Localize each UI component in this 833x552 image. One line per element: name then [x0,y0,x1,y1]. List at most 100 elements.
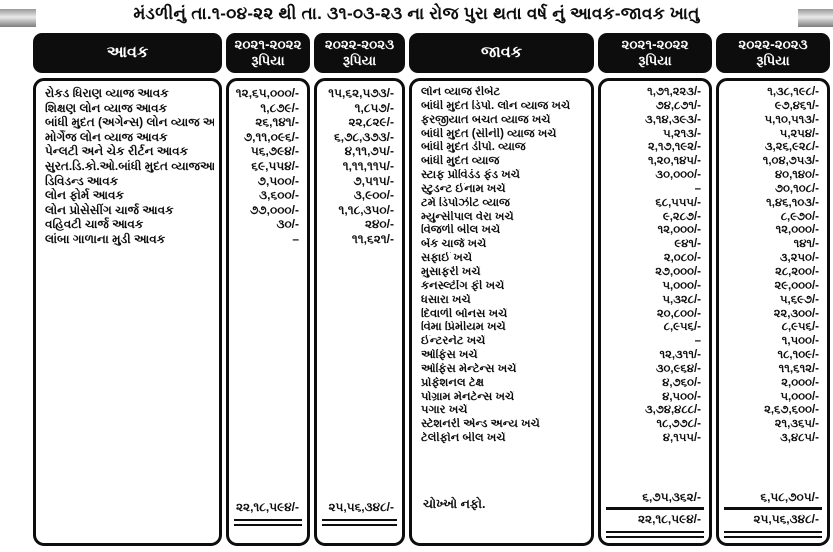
expense-value-2021: ૪,૭૬૦/- [662,376,701,389]
income-item-label: સુરત.ડિ.કો.ઓ.બાંધી મુદત વ્યાજઆવક [45,158,214,173]
expense-total-2021: ૨૨,૧૮,૫૯૪/- [638,512,701,526]
expense-value-2021: ૪,૫૦૦/- [662,390,701,403]
expense-value-2022: ૧૮,૧૦૯/- [777,349,819,362]
expense-item-label: મુસાફરી ખર્ચ [421,265,481,278]
income-item-label: રોકડ ધિરાણ વ્યાજ આવક [45,86,169,100]
income-value-2021: ૭,૧૧,૦૯૬/- [243,129,299,144]
net-profit-label: ચોખ્ખો નફો. [423,497,486,511]
expense-value-2022: ૮,૯૭૦/- [780,210,819,223]
expense-value-2022: ૯૭,૪૬૧/- [774,99,819,112]
header-income-year1: ૨૦૨૧-૨૦૨૨ રૂપિયા [226,33,310,73]
expense-value-2021: ૩,૭૪,૪૮૮/- [645,404,701,417]
single-rule [606,507,704,510]
expense-value-2021: ૫,૨૧૩/- [663,127,701,140]
income-names-column: રોકડ ધિરાણ વ્યાજ આવક શિક્ષણ લોન વ્યાજ આવક… [33,78,222,546]
header-expense-year2: ૨૦૨૨-૨૦૨૩ રૂપિયા [716,33,830,73]
income-values-2021-column: ૧૨,૬૫,૦૦૦/- ૧,૮૭૯/- ૨૬,૧૪૧/- ૭,૧૧,૦૯૬/- ૫૬,૭… [226,78,310,546]
income-total-2022: ૨૫,૫૬,૩૪૮/- [328,500,394,514]
expense-item-label: બેંક ચાર્જ ખર્ચ [421,238,487,251]
expense-values-2022-column: ૧,૩૮,૧૯૮/- ૯૭,૪૬૧/- ૫,૧૦,૫૧૩/- ૫,૨૫૪/- ૩,૨૬,… [716,78,830,546]
expense-item-label: બાંધી મુદત ડીપો. વ્યાજ [421,141,526,154]
income-value-2022: ૭,૫૧૫/- [353,173,394,188]
header-expense-year1: ૨૦૨૧-૨૦૨૨ રૂપિયા [598,33,712,73]
expense-value-2022: ૭૦,૧૦૮/- [774,182,819,195]
income-value-2022: ૪,૧૧,૭૫/- [344,144,394,159]
expense-item-label: ટર્મ ડિપોઝીટ વ્યાજ [421,196,510,209]
spacer [606,446,704,490]
income-item-label: ડિવિડન્ડ આવક [45,173,119,188]
income-items-list: રોકડ ધિરાણ વ્યાજ આવક શિક્ષણ લોન વ્યાજ આવક… [41,86,214,247]
income-item-label: પેન્લટી અને ચેક રીર્ટન આવક [45,144,189,159]
expense-item-label: ટેલીફોન બીલ ખર્ચ [421,432,506,445]
income-item-label: વહિવટી ચાર્જ આવક [45,217,144,232]
spacer [322,247,397,500]
expense-value-2022: ૧૧,૬૧૨/- [778,362,819,375]
income-value-2022: ૧,૧૧,૧૧૫/- [342,158,394,173]
spacer [322,526,397,539]
double-rule [724,531,822,538]
income-value-2022: ૬,૭૮,૩૭૩/- [334,129,394,144]
income-value-2021: ૫૬,૭૯૪/- [250,144,299,159]
header-expense-label: જાવક [480,43,523,61]
income-item-label: લોન પ્રોસેસીંગ ચાર્જ આવક [45,202,174,217]
net-profit-2021: ૬,૭૫,૩૬૨/- [642,490,701,504]
header-rupees-label: રૂપિયા [638,53,672,68]
income-value-2021: ૩,૬૦૦/- [259,188,299,203]
expense-item-label: બાંધી મુદત ડિપો. લોન વ્યાજ ખર્ચ [421,99,571,112]
expense-item-label: કનસ્લ્ટીંગ ફી ખર્ચ [421,279,505,292]
spacer [606,538,704,539]
expense-value-2022: ૮,૯૫૬/- [781,321,819,334]
expense-value-2022: ૨,૬૭,૬૦૦/- [764,404,819,417]
income-value-2021: ૬૯,૫૫૪/- [251,158,299,173]
expense-value-2022: ૨,૦૦૦/- [781,376,819,389]
income-values-2021-list: ૧૨,૬૫,૦૦૦/- ૧,૮૭૯/- ૨૬,૧૪૧/- ૭,૧૧,૦૯૬/- ૫૬,૭… [234,86,302,247]
income-item-label: બાંધી મુદત (અગેન્સ) લોન વ્યાજ આવક [45,115,214,130]
double-rule [322,519,397,526]
expense-value-2021: ૯,૨૮૭/- [662,210,701,223]
income-value-2022: ૧,૧૮,૩૫૦/- [338,202,394,217]
spacer [417,446,586,497]
expense-item-label: પગાર ખર્ચ [421,404,468,417]
expense-values-2021-column: ૧,૭૧,૨૨૩/- ૭૪,૮૭૧/- ૩,૧૪,૩૯૩/- ૫,૨૧૩/- ૨,૧૭,… [598,78,712,546]
expense-item-label: ઓફિસ મેન્ટેન્સ ખર્ચ [421,362,517,375]
expense-value-2021: ૧૨,૦૦૦/- [657,224,701,237]
expense-value-2022: ૩,૨૬,૯૨૮/- [764,141,819,154]
header-income-label: આવક [106,43,149,61]
expense-item-label: વિજળી બીલ ખર્ચ [421,224,501,237]
header-rupees-label: રૂપિયા [756,53,790,68]
spacer [724,446,822,490]
income-value-2021: ૭,૫૦૦/- [257,173,299,188]
expense-item-label: સ્ટાફ પ્રોવિડંડ ફંડ ખર્ચ [421,169,520,182]
expense-value-2022: ૩,૨૫૦/- [779,252,819,265]
header-year1-label: ૨૦૨૧-૨૦૨૨ [234,37,302,53]
expense-value-2021: ૯૪૧/- [674,238,701,251]
expense-value-2021: ૩૦,૯૬૪/- [655,362,701,375]
expense-item-label: બાંધી મુદત વ્યાજ [421,155,500,168]
expense-value-2021: ૧૮,૭૭૮/- [656,418,702,431]
expense-value-2022: ૧,૦૪,૭૫૩/- [762,155,819,168]
expense-item-label: ઓફિસ ખર્ચ [421,349,478,362]
income-value-2021: – [292,231,299,246]
expense-value-2022: ૨૮,૨૦૦/- [775,265,819,278]
header-income-year2: ૨૦૨૨-૨૦૨૩ રૂપિયા [314,33,405,73]
expense-item-label: ધસારા ખર્ચ [421,293,471,306]
expense-value-2021: ૬૮,૫૫૫/- [655,196,701,209]
header-rupees-label: રૂપિયા [342,53,377,68]
income-value-2022: ૨૨,૮૨૯/- [348,115,394,130]
income-value-2022: ૧૫,૬૨,૫૭૩/- [328,86,394,100]
header-year2-label: ૨૦૨૨-૨૦૨૩ [738,37,808,53]
expense-value-2021: ૩૦,૦૦૦/- [655,169,701,182]
expense-value-2021: ૨,૦૮૦/- [663,252,701,265]
expense-value-2022: ૧,૩૮,૧૯૮/- [767,86,819,98]
income-item-label: લોન ફોર્મ આવક [45,188,124,203]
expense-value-2022: ૩,૪૮૫/- [780,432,819,445]
expense-item-label: પ્રોફેશનલ ટેક્ષ [421,376,484,389]
expense-names-column: લોન વ્યાજ રીબેટ બાંધી મુદત ડિપો. લોન વ્યા… [409,78,594,546]
expense-value-2021: ૨,૧૭,૧૯૨/- [648,141,701,154]
expense-value-2022: ૧૨,૦૦૦/- [775,224,819,237]
double-rule [234,519,302,526]
expense-value-2022: ૨૯,૦૦૦/- [774,279,819,292]
expense-value-2022: ૫,૧૦,૫૧૩/- [764,113,819,126]
expense-value-2022: ૫,૬૯૭/- [779,293,819,306]
expense-value-2021: ૪,૧૫૫/- [662,432,701,445]
